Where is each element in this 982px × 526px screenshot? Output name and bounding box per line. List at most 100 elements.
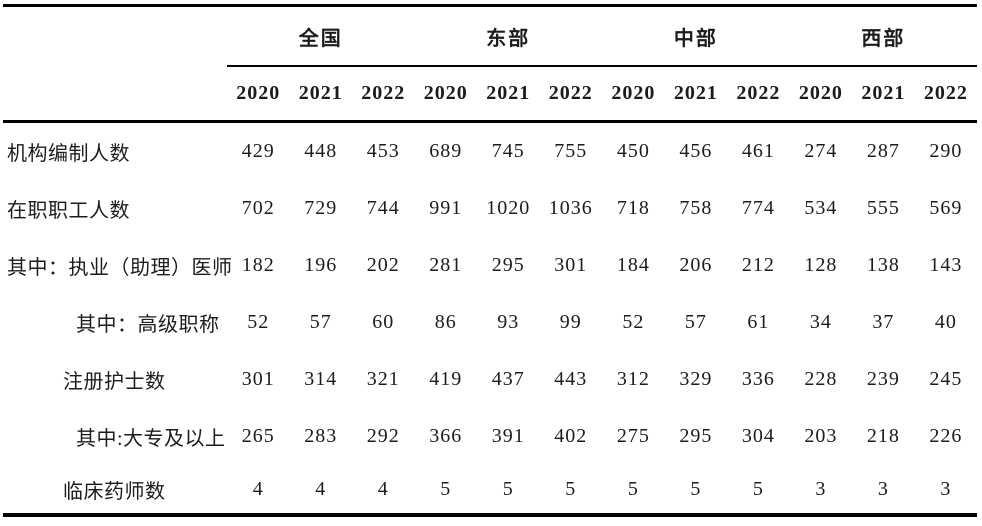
row-label: 在职职工人数 (7, 200, 130, 222)
data-cell: 226 (929, 425, 963, 447)
data-cell: 301 (241, 368, 275, 390)
data-cell: 203 (804, 425, 838, 447)
data-cell: 456 (679, 140, 713, 162)
data-cell: 57 (309, 311, 332, 333)
data-cell: 40 (934, 311, 957, 333)
table-row-registered-nurses: 注册护士数 301 314 321 419 437 443 312 329 33… (3, 351, 977, 408)
data-cell: 391 (491, 425, 525, 447)
year-header: 2021 (664, 66, 728, 123)
data-cell: 295 (491, 254, 525, 276)
data-cell: 774 (741, 197, 775, 219)
year-header-row: 2020 2021 2022 2020 2021 2022 2020 2021 … (3, 66, 978, 123)
year-header: 2022 (727, 66, 790, 123)
group-header-east: 东部 (414, 5, 603, 67)
data-cell: 534 (804, 197, 838, 219)
table-row-college-and-above: 其中:大专及以上 265 283 292 366 391 402 275 295… (3, 408, 977, 465)
data-cell: 202 (366, 254, 400, 276)
table-row-authorized-staff: 机构编制人数 429 448 453 689 745 755 450 456 4… (3, 122, 977, 181)
data-cell: 57 (684, 311, 707, 333)
data-cell: 138 (866, 254, 900, 276)
year-header: 2022 (914, 66, 978, 123)
data-cell: 196 (304, 254, 338, 276)
row-label: 其中：高级职称 (76, 314, 220, 336)
data-cell: 275 (616, 425, 650, 447)
data-cell: 4 (377, 477, 389, 500)
data-cell: 143 (929, 254, 963, 276)
data-cell: 419 (429, 368, 463, 390)
table-row-licensed-physicians: 其中：执业（助理）医师 182 196 202 281 295 301 184 … (3, 237, 977, 294)
data-cell: 569 (929, 197, 963, 219)
data-cell: 745 (491, 140, 525, 162)
data-cell: 93 (497, 311, 520, 333)
data-cell: 52 (247, 311, 270, 333)
data-cell: 86 (434, 311, 457, 333)
data-cell: 5 (502, 477, 514, 500)
data-cell: 5 (752, 477, 764, 500)
data-cell: 5 (565, 477, 577, 500)
data-cell: 3 (877, 477, 889, 500)
data-cell: 453 (366, 140, 400, 162)
data-cell: 292 (366, 425, 400, 447)
corner-blank-cell (3, 6, 227, 67)
table-row-senior-title: 其中：高级职称 52 57 60 86 93 99 52 57 61 34 37… (3, 294, 977, 351)
data-cell: 1036 (548, 197, 593, 219)
data-cell: 314 (304, 368, 338, 390)
row-label: 其中：执业（助理）医师 (7, 257, 233, 279)
data-cell: 329 (679, 368, 713, 390)
data-cell: 37 (872, 311, 895, 333)
data-cell: 301 (554, 254, 588, 276)
year-header: 2022 (539, 66, 603, 123)
row-label: 临床药师数 (63, 480, 166, 503)
data-cell: 52 (622, 311, 645, 333)
year-header: 2020 (789, 66, 853, 123)
data-cell: 448 (304, 140, 338, 162)
data-cell: 689 (429, 140, 463, 162)
label-blank-cell (3, 66, 227, 123)
data-cell: 402 (554, 425, 588, 447)
data-cell: 287 (866, 140, 900, 162)
year-header: 2020 (227, 66, 290, 123)
data-cell: 744 (366, 197, 400, 219)
data-cell: 128 (804, 254, 838, 276)
data-cell: 429 (241, 140, 275, 162)
data-cell: 555 (866, 197, 900, 219)
data-cell: 729 (304, 197, 338, 219)
data-cell: 245 (929, 368, 963, 390)
table-row-employed-staff: 在职职工人数 702 729 744 991 1020 1036 718 758… (3, 180, 977, 237)
data-cell: 304 (741, 425, 775, 447)
data-cell: 60 (372, 311, 395, 333)
data-cell: 3 (815, 477, 827, 500)
year-header: 2022 (352, 66, 415, 123)
year-header: 2021 (477, 66, 540, 123)
data-cell: 321 (366, 368, 400, 390)
group-header-west: 西部 (789, 5, 978, 67)
data-cell: 336 (741, 368, 775, 390)
data-cell: 5 (690, 477, 702, 500)
data-cell: 718 (616, 197, 650, 219)
data-cell: 206 (679, 254, 713, 276)
data-cell: 265 (241, 425, 275, 447)
data-cell: 461 (741, 140, 775, 162)
data-cell: 755 (554, 140, 588, 162)
row-label: 注册护士数 (63, 371, 166, 393)
data-cell: 228 (804, 368, 838, 390)
data-cell: 366 (429, 425, 463, 447)
data-cell: 61 (747, 311, 770, 333)
data-cell: 290 (929, 140, 963, 162)
group-header-national: 全国 (227, 5, 415, 67)
data-cell: 437 (491, 368, 525, 390)
data-cell: 5 (440, 477, 452, 500)
data-cell: 239 (866, 368, 900, 390)
data-cell: 443 (554, 368, 588, 390)
data-cell: 295 (679, 425, 713, 447)
data-cell: 991 (429, 197, 463, 219)
regional-staff-statistics-table: 全国 东部 中部 西部 2020 2021 2022 2020 2021 202… (3, 4, 978, 517)
year-header: 2020 (414, 66, 478, 123)
data-cell: 283 (304, 425, 338, 447)
year-header: 2021 (289, 66, 352, 123)
data-cell: 99 (559, 311, 582, 333)
data-cell: 3 (940, 477, 952, 500)
data-cell: 34 (809, 311, 832, 333)
data-cell: 1020 (486, 197, 531, 219)
data-cell: 450 (616, 140, 650, 162)
